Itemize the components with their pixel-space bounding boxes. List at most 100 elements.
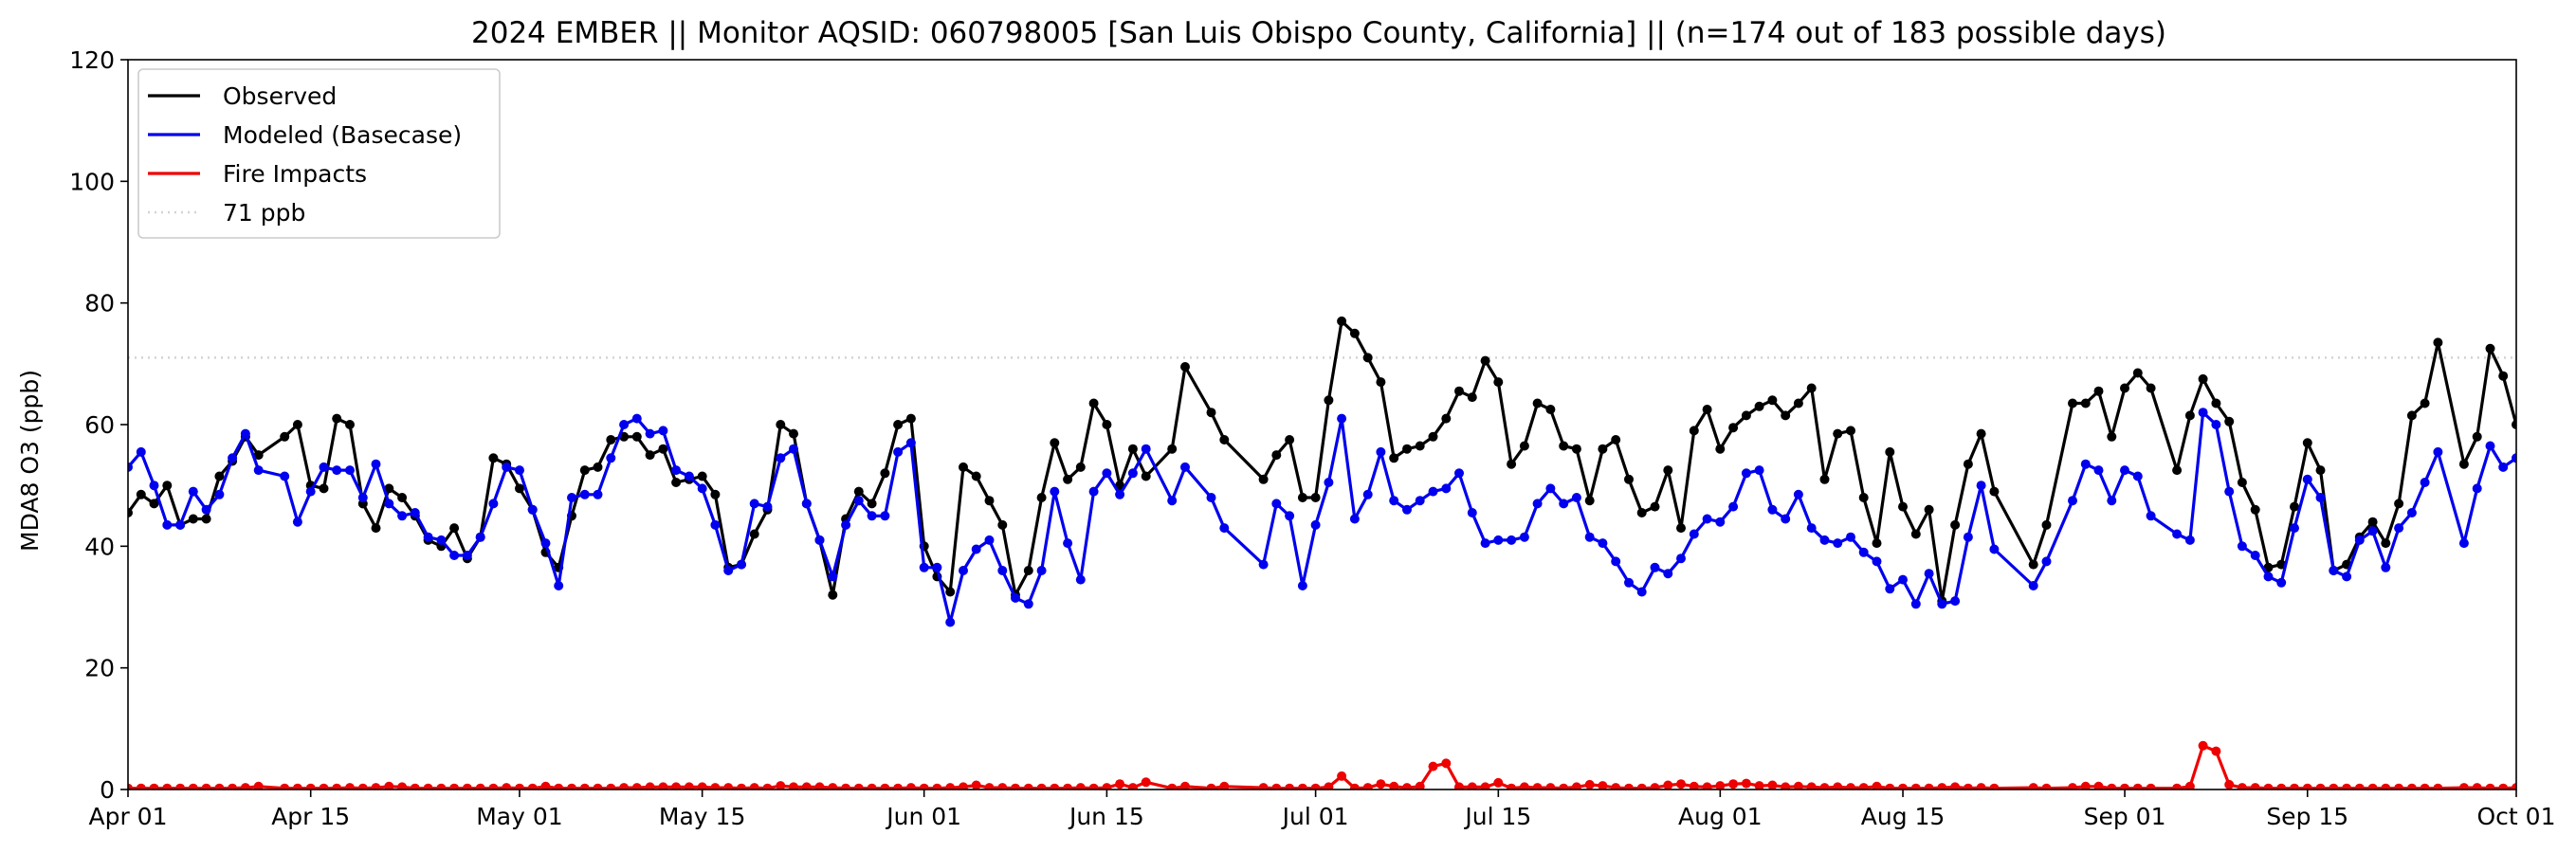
data-point-modeled-basecase (1337, 413, 1347, 424)
data-point-fire-impacts (1754, 781, 1764, 789)
data-point-fire-impacts (828, 783, 838, 789)
data-point-observed (1559, 441, 1569, 451)
data-point-fire-impacts (1023, 783, 1033, 789)
data-point-fire-impacts (488, 783, 499, 789)
data-point-observed (2184, 410, 2195, 421)
data-point-observed (371, 523, 381, 534)
data-point-modeled-basecase (410, 508, 420, 517)
data-point-modeled-basecase (2237, 541, 2247, 552)
y-tick-label: 80 (84, 290, 115, 318)
data-point-fire-impacts (397, 782, 408, 789)
data-point-modeled-basecase (1180, 462, 1190, 472)
data-point-modeled-basecase (1063, 538, 1073, 549)
data-point-fire-impacts (462, 783, 472, 789)
data-point-fire-impacts (1011, 783, 1020, 789)
data-point-fire-impacts (149, 783, 159, 789)
data-point-fire-impacts (684, 782, 694, 789)
data-point-modeled-basecase (488, 499, 499, 509)
data-point-fire-impacts (789, 782, 798, 789)
data-point-fire-impacts (2146, 783, 2156, 789)
data-point-modeled-basecase (1754, 465, 1764, 476)
data-point-observed (971, 471, 981, 481)
data-point-fire-impacts (853, 783, 864, 789)
data-point-modeled-basecase (2512, 453, 2516, 463)
data-point-fire-impacts (502, 783, 512, 789)
data-point-modeled-basecase (1806, 523, 1817, 534)
data-point-fire-impacts (1872, 781, 1882, 789)
data-point-modeled-basecase (228, 453, 238, 463)
data-point-modeled-basecase (1023, 599, 1033, 609)
data-point-fire-impacts (357, 783, 368, 789)
data-point-observed (2198, 373, 2208, 384)
data-point-observed (1689, 426, 1699, 436)
data-point-fire-impacts (240, 783, 250, 789)
data-point-fire-impacts (1937, 783, 1947, 789)
data-point-modeled-basecase (1467, 508, 1477, 517)
data-point-observed (1402, 444, 1412, 454)
x-tick-label: Aug 01 (1678, 803, 1763, 830)
data-point-fire-impacts (2433, 783, 2443, 789)
data-point-fire-impacts (515, 783, 524, 789)
data-point-fire-impacts (710, 783, 721, 789)
data-point-observed (253, 450, 264, 461)
data-point-fire-impacts (2093, 781, 2104, 789)
data-point-fire-impacts (2224, 779, 2235, 789)
data-point-modeled-basecase (188, 486, 198, 497)
data-point-observed (2120, 383, 2129, 393)
data-point-modeled-basecase (1728, 501, 1739, 512)
data-point-observed (1702, 405, 1712, 414)
data-point-fire-impacts (1545, 783, 1556, 789)
data-point-modeled-basecase (1898, 574, 1908, 585)
data-point-observed (2237, 478, 2247, 487)
legend-label: Observed (223, 82, 337, 110)
data-point-observed (2458, 459, 2469, 469)
data-point-fire-impacts (2107, 783, 2117, 789)
data-point-modeled-basecase (984, 535, 995, 545)
data-point-fire-impacts (1428, 761, 1438, 771)
data-point-modeled-basecase (1519, 532, 1529, 542)
data-point-observed (1127, 444, 1138, 454)
data-point-modeled-basecase (1846, 532, 1855, 542)
data-point-modeled-basecase (345, 465, 355, 476)
data-point-observed (776, 420, 786, 429)
data-point-fire-impacts (2367, 783, 2378, 789)
data-point-fire-impacts (1976, 783, 1986, 789)
data-point-modeled-basecase (1141, 444, 1151, 454)
data-point-fire-impacts (619, 783, 630, 789)
data-point-fire-impacts (2302, 783, 2312, 789)
data-point-observed (1219, 435, 1230, 445)
data-point-modeled-basecase (292, 517, 302, 527)
data-point-fire-impacts (1741, 778, 1751, 789)
data-point-observed (1428, 431, 1438, 442)
data-point-observed (2485, 343, 2495, 354)
data-point-observed (710, 489, 721, 499)
data-point-observed (1454, 386, 1464, 396)
data-point-fire-impacts (919, 783, 929, 789)
data-point-fire-impacts (410, 783, 420, 789)
data-point-observed (1819, 474, 1830, 484)
data-point-fire-impacts (1297, 783, 1307, 789)
data-point-modeled-basecase (554, 581, 564, 590)
data-point-observed (2525, 395, 2534, 405)
data-point-modeled-basecase (1285, 511, 1295, 521)
data-point-fire-impacts (319, 783, 329, 789)
data-point-modeled-basecase (1493, 535, 1504, 545)
data-point-modeled-basecase (1676, 554, 1686, 564)
data-point-modeled-basecase (2458, 538, 2469, 549)
data-point-fire-impacts (1337, 771, 1347, 781)
data-point-fire-impacts (1715, 781, 1726, 789)
data-point-fire-impacts (2406, 783, 2417, 789)
data-point-observed (1885, 446, 1895, 457)
data-point-modeled-basecase (1611, 556, 1621, 567)
data-point-fire-impacts (1324, 782, 1334, 789)
data-point-observed (384, 483, 394, 494)
data-point-fire-impacts (749, 783, 759, 789)
data-point-fire-impacts (2512, 783, 2516, 789)
data-point-fire-impacts (228, 783, 238, 789)
data-point-fire-impacts (905, 783, 916, 789)
data-point-observed (1337, 316, 1347, 326)
data-point-fire-impacts (423, 783, 433, 789)
data-point-modeled-basecase (776, 453, 786, 463)
data-point-modeled-basecase (2184, 535, 2195, 545)
data-point-modeled-basecase (2498, 462, 2509, 472)
